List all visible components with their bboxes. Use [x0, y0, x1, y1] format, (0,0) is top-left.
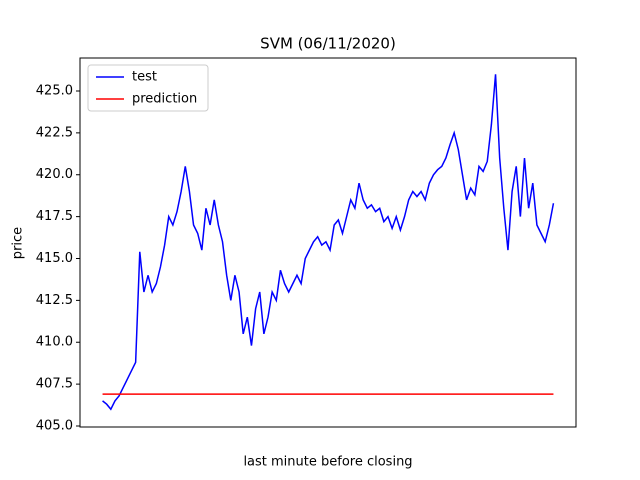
chart-title: SVM (06/11/2020) [260, 35, 396, 53]
y-tick-label: 405.0 [36, 418, 73, 433]
y-tick-label: 410.0 [36, 335, 73, 350]
y-tick-label: 412.5 [36, 293, 73, 308]
y-tick-label: 407.5 [36, 377, 73, 392]
y-tick-label: 420.0 [36, 167, 73, 182]
legend-label: test [132, 70, 157, 85]
x-axis-label: last minute before closing [243, 455, 412, 470]
y-tick-label: 422.5 [36, 125, 73, 140]
y-axis-label: price [11, 227, 26, 259]
plot-frame [79, 57, 577, 428]
legend-label: prediction [132, 92, 197, 107]
y-tick-label: 417.5 [36, 209, 73, 224]
y-tick-label: 415.0 [36, 251, 73, 266]
y-tick-label: 425.0 [36, 83, 73, 98]
series-line [102, 74, 555, 411]
